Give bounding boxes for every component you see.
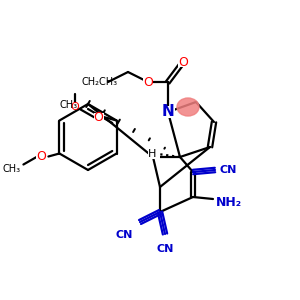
Bar [143, 77, 153, 86]
Bar [219, 196, 239, 208]
Bar [148, 149, 160, 159]
Text: NH₂: NH₂ [216, 196, 242, 208]
Text: CH₂CH₃: CH₂CH₃ [82, 77, 118, 87]
Ellipse shape [177, 98, 199, 116]
Text: CN: CN [115, 230, 133, 240]
Bar [178, 58, 188, 67]
Text: CH₃: CH₃ [59, 100, 78, 110]
Text: O: O [178, 56, 188, 68]
Text: CN: CN [156, 244, 174, 254]
Bar [115, 230, 133, 240]
Bar [161, 106, 175, 118]
Text: O: O [94, 111, 103, 124]
Text: CN: CN [219, 165, 237, 175]
Text: N: N [162, 104, 174, 119]
Text: H: H [148, 149, 156, 159]
Bar [156, 244, 174, 254]
Text: CH₃: CH₃ [2, 164, 20, 175]
Bar [220, 165, 236, 175]
Bar [36, 152, 46, 161]
Text: O: O [70, 103, 79, 112]
Text: O: O [143, 76, 153, 88]
Bar [94, 113, 103, 122]
Text: O: O [37, 150, 46, 163]
